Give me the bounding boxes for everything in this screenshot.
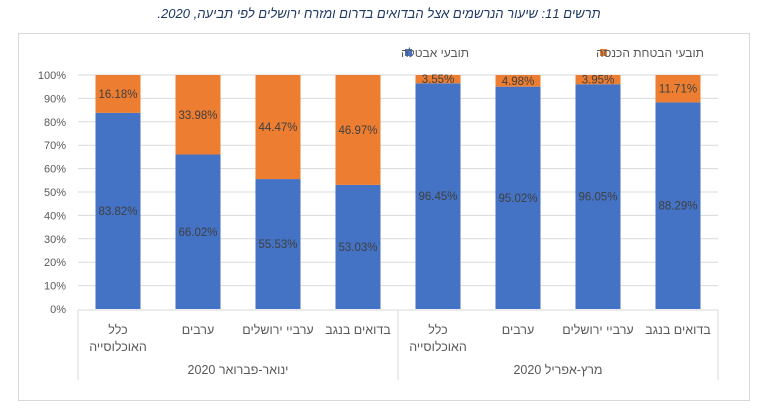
data-label: 3.95%	[582, 75, 615, 87]
x-category-label: ערבים	[502, 323, 535, 337]
y-tick-label: 20%	[44, 257, 66, 269]
x-category-label: האוכלוסייה	[89, 340, 147, 354]
legend-label: תובעי הבטחת הכנסה	[596, 46, 704, 60]
bar-segment-unemployment	[175, 154, 221, 309]
data-label: 66.02%	[178, 227, 217, 239]
x-category-label: כלל	[428, 323, 447, 337]
x-category-label: ערביי ירושלים	[562, 323, 633, 337]
bar-segment-unemployment	[575, 84, 621, 309]
bar-segment-income-support	[95, 75, 141, 113]
data-label: 53.03%	[338, 242, 377, 254]
bar-segment-unemployment	[415, 83, 461, 309]
data-label: 88.29%	[658, 201, 697, 213]
data-label: 96.05%	[578, 192, 617, 204]
bar-segment-income-support	[655, 75, 701, 103]
data-label: 16.18%	[98, 89, 137, 101]
bar-segment-income-support	[255, 75, 301, 180]
x-category-label: כלל	[108, 323, 127, 337]
bar-segment-unemployment	[95, 112, 141, 309]
legend-label: תובעי אבטלה	[401, 46, 469, 60]
bar-segment-income-support	[335, 75, 381, 185]
y-tick-label: 30%	[44, 234, 66, 246]
x-category-label: ערביי ירושלים	[242, 323, 313, 337]
x-category-label: בדואים בנגב	[325, 323, 391, 337]
bar-segment-income-support	[415, 75, 461, 84]
bar-segment-income-support	[575, 75, 621, 85]
data-label: 55.53%	[258, 239, 297, 251]
x-group-label: מרץ-אפריל 2020	[513, 363, 602, 377]
y-tick-label: 90%	[44, 93, 66, 105]
data-label: 11.71%	[659, 84, 697, 96]
bar-segment-unemployment	[655, 102, 701, 309]
data-label: 3.55%	[422, 74, 455, 86]
chart-frame	[18, 33, 750, 401]
chart-title: תרשים 11: שיעור הנרשמים אצל הבדואים בדרו…	[157, 6, 601, 21]
bar-segment-income-support	[175, 75, 221, 155]
y-tick-label: 100%	[38, 70, 66, 82]
x-group-label: ינואר-פברואר 2020	[188, 363, 289, 377]
bar-segment-unemployment	[495, 86, 541, 309]
y-tick-label: 80%	[44, 117, 66, 129]
y-tick-label: 10%	[44, 281, 66, 293]
data-label: 95.02%	[498, 193, 537, 205]
y-tick-label: 60%	[44, 164, 66, 176]
data-label: 83.82%	[98, 206, 137, 218]
y-tick-label: 50%	[44, 187, 66, 199]
data-label: 44.47%	[258, 122, 297, 134]
y-tick-label: 70%	[44, 140, 66, 152]
y-tick-label: 0%	[50, 304, 66, 316]
data-label: 33.98%	[178, 110, 217, 122]
x-category-label: האוכלוסייה	[409, 340, 467, 354]
legend-swatch	[600, 49, 607, 56]
data-label: 4.98%	[502, 76, 535, 88]
x-category-label: ערבים	[182, 323, 215, 337]
x-category-label: בדואים בנגב	[645, 323, 711, 337]
data-label: 96.45%	[418, 191, 457, 203]
y-tick-label: 40%	[44, 210, 66, 222]
bar-segment-unemployment	[335, 184, 381, 309]
data-label: 46.97%	[338, 125, 377, 137]
bar-segment-unemployment	[255, 179, 301, 309]
bar-segment-income-support	[495, 75, 541, 87]
legend-swatch	[405, 49, 412, 56]
